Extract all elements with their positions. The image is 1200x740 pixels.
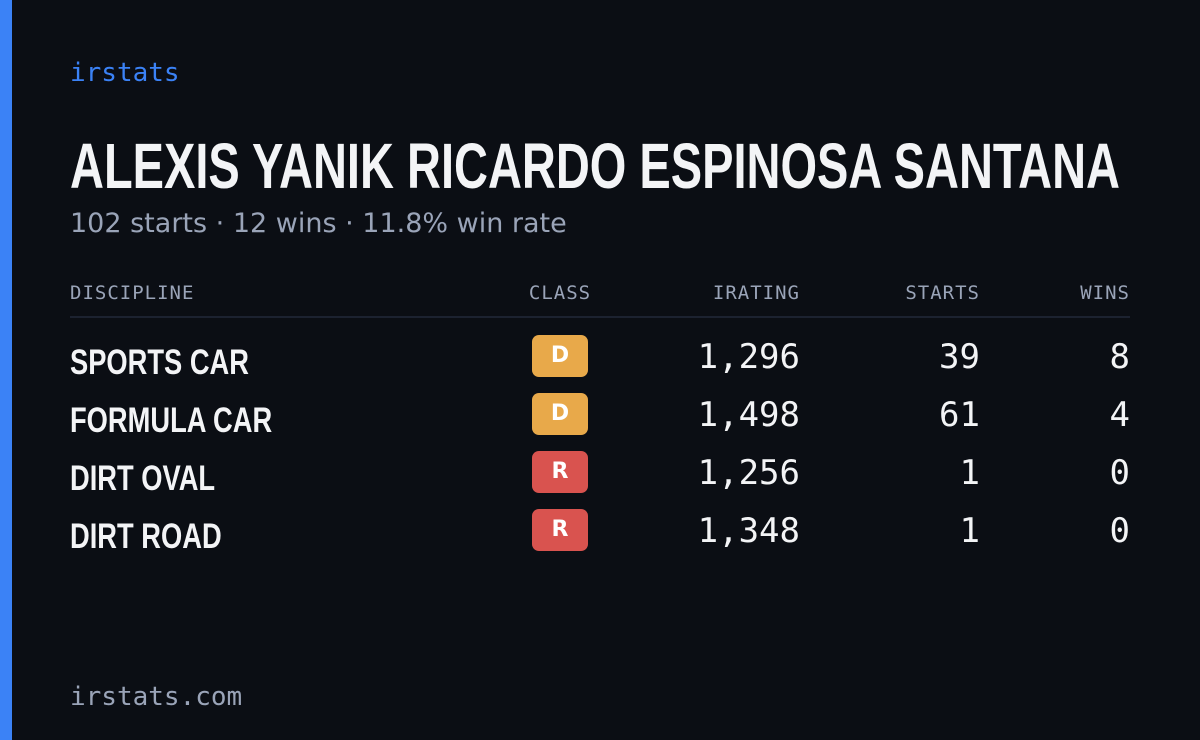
starts: 1 [959,453,980,493]
accent-bar [0,0,12,740]
discipline: DIRT ROAD [70,517,222,556]
irating: 1,348 [697,511,800,551]
header-divider [70,316,1130,318]
column-header: STARTS [905,282,980,304]
irating: 1,256 [697,453,800,493]
class-badge: R [532,451,588,493]
footer-link: irstats.com [70,682,243,712]
class-badge: D [532,335,588,377]
title-box: ALEXIS YANIK RICARDO ESPINOSA SANTANA [70,130,1120,200]
starts: 1 [959,511,980,551]
wins: 0 [1109,453,1130,493]
column-header: IRATING [712,282,800,304]
wins: 4 [1109,395,1130,435]
wins: 0 [1109,511,1130,551]
column-header: CLASS [528,282,592,304]
discipline: DIRT OVAL [70,459,216,498]
class-badge: D [532,393,588,435]
irating: 1,498 [697,395,800,435]
column-header: DISCIPLINE [70,282,195,304]
discipline: SPORTS CAR [70,343,249,382]
player-name: ALEXIS YANIK RICARDO ESPINOSA SANTANA [70,130,1120,200]
wins: 8 [1109,337,1130,377]
brand: irstats [70,58,180,88]
summary: 102 starts · 12 wins · 11.8% win rate [70,208,567,239]
discipline: FORMULA CAR [70,401,273,440]
column-header: WINS [1080,282,1130,304]
starts: 61 [939,395,980,435]
irating: 1,296 [697,337,800,377]
starts: 39 [939,337,980,377]
class-badge: R [532,509,588,551]
